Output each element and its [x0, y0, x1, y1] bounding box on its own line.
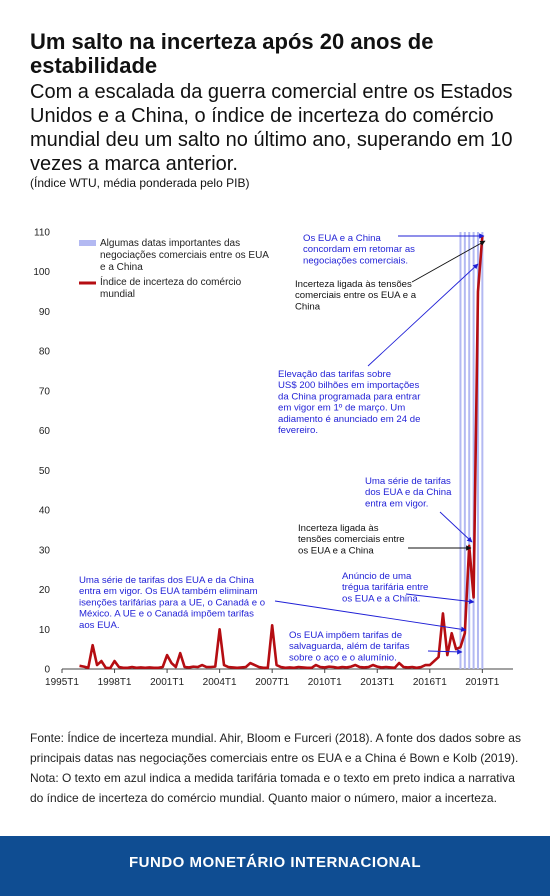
annotation-line: entra em vigor. Os EUA também eliminam	[79, 586, 258, 597]
x-tick-label: 2013T1	[360, 677, 394, 688]
y-tick-label: 90	[39, 307, 51, 318]
annotation-arrow	[274, 600, 467, 632]
x-tick-label: 2010T1	[308, 677, 342, 688]
note: (Índice WTU, média ponderada pelo PIB)	[30, 176, 250, 190]
annotation-line: aos EUA.	[79, 620, 120, 631]
annotation: Elevação das tarifas sobre US$ 200 bilhõe…	[278, 369, 421, 436]
x-tick-label: 2007T1	[255, 677, 289, 688]
legend-label: Algumas datas importantes das negociaçõe…	[100, 238, 269, 273]
annotation-line: China	[295, 301, 321, 312]
event-bar	[472, 232, 475, 669]
y-tick-label: 20	[39, 585, 51, 596]
annotation: Incerteza ligada às tensões comerciais en…	[298, 523, 405, 556]
event-bar	[468, 232, 471, 669]
event-bar	[481, 232, 484, 669]
annotation-line: sobre o aço e o alumínio.	[289, 652, 397, 663]
x-tick-label: 2004T1	[203, 677, 237, 688]
annotation-line: negociações comerciais.	[303, 255, 408, 266]
annotation: Os EUA e a China concordam em retomar as n…	[303, 233, 415, 266]
y-tick-label: 50	[39, 466, 51, 477]
y-tick-label: 70	[39, 386, 51, 397]
x-tick-label: 1998T1	[98, 677, 132, 688]
y-tick-label: 0	[44, 665, 50, 676]
annotation-arrow	[411, 240, 486, 283]
event-bar	[459, 232, 462, 669]
annotation: Uma série de tarifas dos EUA e da China en…	[365, 476, 452, 509]
annotation-line: salvaguarda, além de tarifas	[289, 641, 410, 652]
annotation-line: tensões comerciais entre	[298, 534, 405, 545]
y-tick-label: 30	[39, 545, 51, 556]
annotation: Os EUA impõem tarifas de salvaguarda, alé…	[289, 630, 410, 663]
annotation-line: os EUA e a China	[298, 545, 374, 556]
y-tick-label: 80	[39, 347, 51, 358]
x-tick-label: 2019T1	[465, 677, 499, 688]
annotation-line: Incerteza ligada às	[298, 523, 379, 534]
annotation: Uma série de tarifas dos EUA e da China e…	[79, 575, 265, 631]
annotation-line: entra em vigor.	[365, 498, 428, 509]
annotation-line: Uma série de tarifas	[365, 476, 451, 487]
event-bar	[476, 232, 479, 669]
annotation-arrow	[367, 263, 479, 367]
annotation-line: Anúncio de uma	[342, 571, 412, 582]
annotation: Anúncio de uma trégua tarifária entre os E…	[342, 571, 428, 604]
annotation-line: fevereiro.	[278, 425, 318, 436]
y-tick-label: 60	[39, 426, 51, 437]
annotation-line: México. A UE e o Canadá impõem tarifas	[79, 609, 254, 620]
source: Fonte: Índice de incerteza mundial. Ahir…	[30, 731, 521, 805]
legend-swatch	[79, 240, 96, 246]
event-bar	[463, 232, 466, 669]
annotation-line: concordam em retomar as	[303, 244, 415, 255]
legend-label: Índice de incerteza do comércio mundial	[100, 277, 242, 300]
annotation-line: trégua tarifária entre	[342, 582, 428, 593]
annotation-arrow	[427, 649, 463, 655]
annotation-line: comerciais entre os EUA e a	[295, 290, 417, 301]
y-tick-label: 110	[34, 228, 50, 239]
annotation-line: US$ 200 bilhões em importações	[278, 380, 420, 391]
data-line	[79, 235, 484, 670]
x-tick-label: 1995T1	[45, 677, 79, 688]
annotation-line: isenções tarifárias para a UE, o Canadá …	[79, 597, 265, 608]
footer-band: FUNDO MONETÁRIO INTERNACIONAL	[0, 836, 550, 896]
annotation-line: Os EUA impõem tarifas de	[289, 630, 402, 641]
annotation: Incerteza ligada às tensões comerciais en…	[295, 279, 417, 312]
annotation-arrow	[439, 511, 473, 543]
annotation-line: dos EUA e da China	[365, 487, 452, 498]
annotation-line: em vigor em 1º de março. Um	[278, 403, 405, 414]
annotation-line: os EUA e a China.	[342, 593, 420, 604]
title: Um salto na incerteza após 20 anos de es…	[30, 29, 434, 78]
annotation-arrow	[405, 593, 475, 605]
y-tick-label: 40	[39, 506, 51, 517]
annotation-line: da China programada para entrar	[278, 391, 421, 402]
y-tick-label: 100	[33, 267, 50, 278]
y-tick-label: 10	[39, 625, 51, 636]
subtitle: Com a escalada da guerra comercial entre…	[30, 81, 513, 175]
annotation-line: adiamento é anunciado em 24 de	[278, 414, 420, 425]
annotation-line: Os EUA e a China	[303, 233, 382, 244]
x-tick-label: 2001T1	[150, 677, 184, 688]
brand: FUNDO MONETÁRIO INTERNACIONAL	[129, 854, 421, 871]
annotation-line: Incerteza ligada às tensões	[295, 279, 412, 290]
x-tick-label: 2016T1	[413, 677, 447, 688]
annotation-line: Elevação das tarifas sobre	[278, 369, 391, 380]
annotation-line: Uma série de tarifas dos EUA e da China	[79, 575, 255, 586]
